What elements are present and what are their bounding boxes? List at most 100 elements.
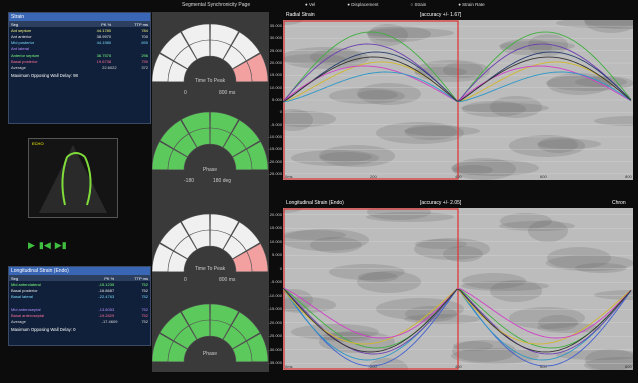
bullseye-segment[interactable] [232,250,253,273]
col-ttp: TTP ms [113,21,150,28]
table-row[interactable]: Basal lateral -22.4763 752 [9,294,150,300]
bullseye-segment[interactable] [167,60,188,83]
x-tick-label: 400 [455,364,462,369]
bullseye-segment[interactable] [232,60,253,83]
table-row[interactable]: Basal posterior -16.8687 752 [9,287,150,293]
bullseye-segment[interactable] [173,325,198,350]
avg-label: Average [11,318,26,324]
ttp-scale-max-bottom: 800 ms [219,277,236,283]
radial-plot-svg: 0ms 200 400 600 800 [283,20,633,180]
y-tick-label: -25.000 [268,170,282,176]
bullseye-segment[interactable] [167,148,188,171]
bullseye-svg [152,23,269,363]
radio-displacement-label: Displacement [351,2,379,7]
table-row[interactable]: Basal posterior 19.6738 790 [9,58,150,64]
bullseye-segment[interactable] [173,45,198,70]
long-plot-right-label: Chron [612,200,626,206]
x-tick-label: 200 [370,174,377,179]
table-row[interactable]: Basal anteroseptal -19.2829 752 [9,312,150,318]
step-forward-icon[interactable]: ▶▮ [54,240,67,250]
table-cell: 44.1980 [96,40,112,46]
y-tick-label: 20.000 [269,211,282,217]
x-tick-label: 0ms [285,174,293,179]
radio-displacement[interactable]: ● Displacement [347,2,379,7]
table-cell: Basal anteroseptal [11,312,45,318]
table-cell: Basal lateral [11,294,34,300]
y-tick-label: 25.000 [269,47,282,53]
bullseye-segment[interactable] [209,127,232,148]
y-tick-label: -5.000 [270,279,282,285]
play-icon[interactable]: ▶ [28,240,35,250]
bullseye-segment[interactable] [188,229,211,250]
bullseye-segment[interactable] [209,39,232,60]
bullseye-segment[interactable] [173,133,198,158]
table-row[interactable]: Ant lateral [9,46,150,52]
table-cell: 752 [141,312,148,318]
y-tick-label: -15.000 [268,306,282,312]
bullseye-segment[interactable] [232,340,253,363]
phase-max-top: 180 deg [213,178,232,184]
table-cell: Anterior septum [11,52,40,58]
y-tick-label: 5.000 [271,252,282,258]
table-row[interactable]: Mid anterolateral -15.1235 752 [9,281,150,287]
table-row[interactable]: Ant anterior 38.9970 700 [9,33,150,39]
table-cell: 19.6738 [96,58,112,64]
long-table-grid: Seg PK % TTP ms Mid anterolateral -15.123… [9,275,150,318]
y-tick-label: 5.000 [271,97,282,102]
table-cell: -15.1235 [98,281,115,287]
bullseye-segment[interactable] [173,235,198,260]
y-tick-label: -10.000 [268,292,282,298]
radio-strain-label: Strain [414,2,427,7]
echo-image [39,145,107,213]
col-pk: PK % [75,21,114,28]
radio-strain[interactable]: ○ Strain [410,2,427,7]
step-back-icon[interactable]: ▮◀ [38,240,51,250]
avg-pk: 22.6022 [102,64,117,70]
bullseye-segment[interactable] [188,127,211,148]
bullseye-segment[interactable] [209,319,232,340]
bullseye-segment[interactable] [222,45,247,70]
radio-vel[interactable]: ● Vel [305,2,316,7]
x-tick-label: 400 [455,174,462,179]
table-row[interactable]: Mid anteroseptal -13.8053 752 [9,306,150,312]
y-tick-label: -25.000 [268,333,282,339]
bullseye-segment[interactable] [167,340,188,363]
y-tick-label: 35.000 [269,23,282,29]
table-row[interactable]: Mid posterior 44.1980 690 [9,40,150,46]
table-row[interactable]: Anterior septum 36.7575 296 [9,52,150,58]
y-tick-label: -15.000 [268,146,282,152]
table-cell: 296 [141,52,148,58]
strain-curve [283,287,632,353]
y-tick-label: -20.000 [268,319,282,325]
table-cell: 38.9970 [96,33,112,39]
bullseye-segment[interactable] [188,39,211,60]
table-cell: -19.2829 [98,312,115,318]
phase-label-top: Phase [202,167,218,173]
y-tick-label: 15.000 [269,72,282,78]
echo-window[interactable]: ECHO [28,138,118,218]
bullseye-segment[interactable] [167,250,188,273]
x-tick-label: 600 [540,364,547,369]
table-row[interactable]: Ant septum 44.1780 784 [9,27,150,33]
bullseye-segment[interactable] [232,148,253,171]
bullseye-segment[interactable] [209,229,232,250]
radial-plot-title: Radial Strain [286,12,315,18]
y-tick-label: 20.000 [269,60,282,66]
bullseye-segment[interactable] [222,235,247,260]
radio-strain-rate[interactable]: ● Strain Rate [458,2,485,7]
bullseye-segment[interactable] [222,133,247,158]
table-cell: 36.7575 [96,52,112,58]
table-cell: Ant lateral [11,46,30,52]
ttp-scale-min-top: 0 [184,90,187,96]
radial-table-title: Strain [9,13,150,21]
bullseye-segment[interactable] [222,325,247,350]
long-strain-plot[interactable]: 0ms 200 400 600 800 [283,208,633,370]
y-tick-label: 30.000 [269,35,282,41]
long-plot-title: Longitudinal Strain (Endo) [286,200,344,206]
col-seg: Seg [9,275,79,282]
bullseye-segment[interactable] [188,319,211,340]
y-tick-label: -5.000 [270,121,282,127]
radial-strain-plot[interactable]: 0ms 200 400 600 800 [283,20,633,180]
phase-min-top: -180 [184,178,195,184]
table-cell: 790 [141,58,148,64]
